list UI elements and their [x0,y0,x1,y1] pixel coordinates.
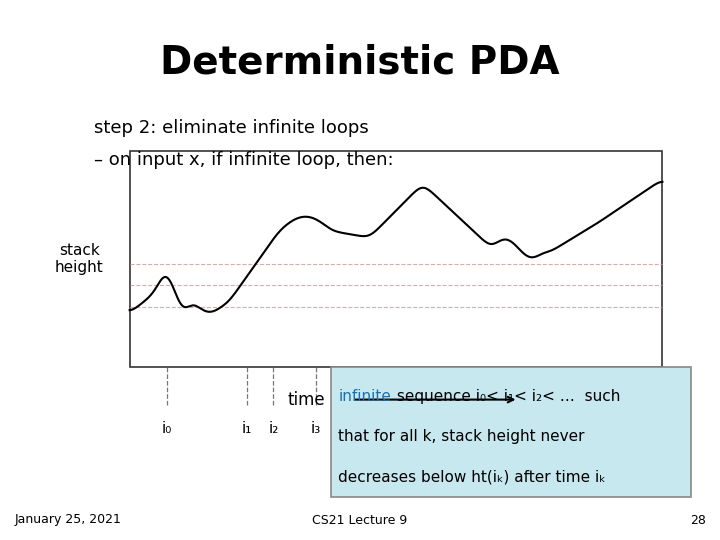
Text: i₃: i₃ [311,421,321,436]
Text: time: time [288,390,325,409]
Text: i₂: i₂ [269,421,279,436]
Text: decreases below ht(iₖ) after time iₖ: decreases below ht(iₖ) after time iₖ [338,470,606,485]
Text: i₀: i₀ [162,421,172,436]
Text: sequence i₀< i₁< i₂< …  such: sequence i₀< i₁< i₂< … such [392,389,621,404]
Text: – on input x, if infinite loop, then:: – on input x, if infinite loop, then: [94,151,393,169]
Text: step 2: eliminate infinite loops: step 2: eliminate infinite loops [94,119,369,137]
Text: that for all k, stack height never: that for all k, stack height never [338,429,585,444]
Text: Deterministic PDA: Deterministic PDA [160,43,560,81]
FancyBboxPatch shape [130,151,662,367]
Text: i₁: i₁ [242,421,252,436]
Text: January 25, 2021: January 25, 2021 [14,514,121,526]
Text: CS21 Lecture 9: CS21 Lecture 9 [312,514,408,526]
Text: infinite: infinite [338,389,391,404]
Text: 28: 28 [690,514,706,526]
Text: stack
height: stack height [55,243,104,275]
FancyBboxPatch shape [331,367,691,497]
